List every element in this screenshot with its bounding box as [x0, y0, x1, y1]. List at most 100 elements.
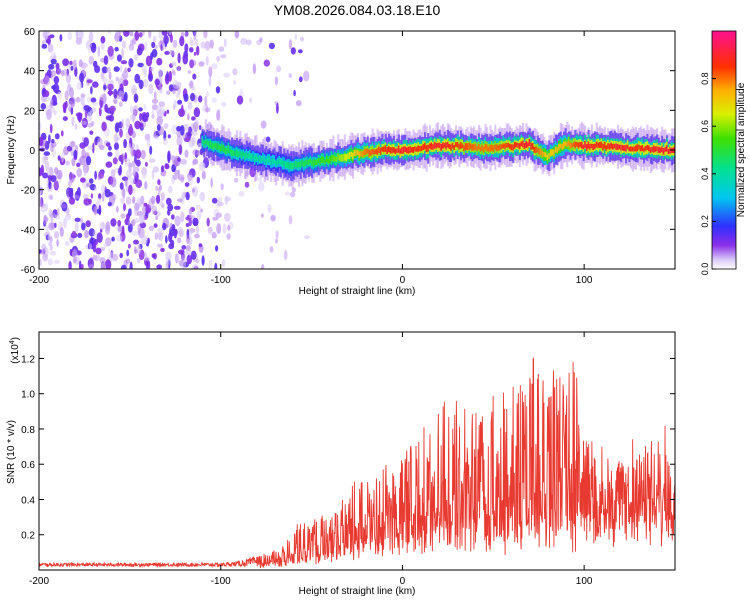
signal-cell — [549, 149, 552, 157]
noise-blob — [173, 70, 176, 76]
signal-cell — [396, 148, 399, 153]
noise-blob — [160, 40, 164, 45]
signal-cell — [510, 144, 513, 151]
noise-blob — [171, 224, 176, 231]
noise-blob — [86, 182, 91, 188]
noise-blob — [86, 96, 93, 103]
noise-blob — [261, 264, 265, 269]
signal-cell — [435, 142, 438, 149]
noise-blob — [155, 186, 159, 191]
noise-blob — [49, 236, 53, 243]
noise-blob — [211, 63, 218, 70]
noise-blob — [50, 98, 54, 109]
noise-blob — [121, 153, 125, 161]
noise-blob — [151, 41, 156, 49]
signal-cell — [481, 144, 484, 151]
x-tick-label: 0 — [400, 576, 406, 587]
signal-cell — [383, 146, 386, 153]
noise-blob — [276, 65, 282, 73]
noise-blob — [103, 84, 107, 90]
noise-blob — [143, 103, 147, 111]
noise-blob — [151, 113, 155, 119]
noise-blob — [86, 79, 93, 84]
noise-blob — [80, 177, 86, 183]
signal-cell — [281, 160, 284, 167]
signal-cell — [258, 155, 261, 163]
signal-cell — [636, 144, 639, 152]
noise-blob — [76, 162, 81, 168]
signal-cell — [342, 154, 345, 162]
signal-cell — [656, 146, 659, 152]
signal-cell — [558, 143, 561, 151]
noise-blob — [121, 48, 124, 59]
colorbar-tick-label: 0.2 — [700, 215, 710, 228]
noise-blob — [180, 158, 187, 165]
noise-blob — [48, 241, 53, 247]
noise-blob — [129, 105, 134, 114]
noise-blob — [222, 223, 227, 234]
noise-blob — [67, 180, 72, 187]
signal-cell — [422, 144, 425, 150]
snr-x-ticks: -200 -100 0 100 — [29, 332, 593, 587]
signal-cell — [582, 144, 585, 150]
noise-blob — [88, 31, 94, 43]
noise-blob — [135, 149, 142, 159]
noise-blob — [78, 59, 83, 68]
noise-blob — [98, 170, 104, 179]
signal-cell — [500, 144, 503, 149]
noise-blob — [184, 108, 187, 117]
signal-cell — [563, 141, 566, 149]
signal-cell — [628, 146, 631, 152]
signal-cell — [631, 146, 634, 152]
noise-blob — [265, 136, 271, 143]
noise-blob — [180, 211, 185, 223]
noise-blob — [100, 184, 106, 193]
noise-blob — [267, 204, 272, 213]
noise-blob — [64, 241, 70, 246]
y-tick-label: 1.2 — [21, 354, 35, 365]
noise-blob — [134, 120, 141, 130]
noise-blob — [129, 114, 136, 122]
signal-cell — [486, 144, 489, 152]
noise-blob — [298, 49, 303, 54]
signal-cell — [592, 144, 595, 151]
signal-cell — [491, 144, 494, 151]
noise-blob — [187, 174, 194, 186]
noise-blob — [115, 76, 120, 82]
noise-blob — [93, 206, 97, 216]
noise-blob — [172, 174, 178, 180]
signal-cell — [666, 145, 669, 152]
noise-blob — [55, 62, 60, 70]
noise-blob — [78, 260, 82, 269]
signal-cell — [440, 143, 443, 151]
noise-blob — [127, 67, 131, 73]
signal-cell — [474, 143, 477, 150]
noise-blob — [120, 264, 127, 269]
signal-cell — [652, 145, 655, 153]
signal-cell — [280, 159, 283, 165]
noise-blob — [46, 69, 52, 78]
signal-cell — [407, 146, 410, 154]
signal-cell — [335, 157, 338, 162]
noise-blob — [81, 222, 86, 231]
noise-blob — [159, 107, 166, 115]
signal-cell — [227, 145, 230, 153]
noise-blob — [54, 222, 57, 228]
noise-blob — [304, 235, 310, 240]
noise-blob — [93, 254, 101, 262]
signal-cell — [538, 148, 541, 155]
noise-blob — [191, 85, 196, 91]
signal-cell — [224, 147, 227, 154]
signal-cell — [463, 145, 466, 152]
noise-blob — [140, 149, 146, 160]
signal-cell — [332, 155, 335, 162]
noise-blob — [142, 205, 147, 215]
noise-blob — [168, 70, 173, 82]
signal-cell — [325, 155, 328, 162]
noise-blob — [103, 55, 109, 65]
signal-cell — [283, 161, 286, 166]
noise-blob — [141, 64, 147, 75]
noise-blob — [208, 66, 213, 78]
noise-blob — [110, 218, 117, 227]
noise-blob — [134, 73, 141, 84]
